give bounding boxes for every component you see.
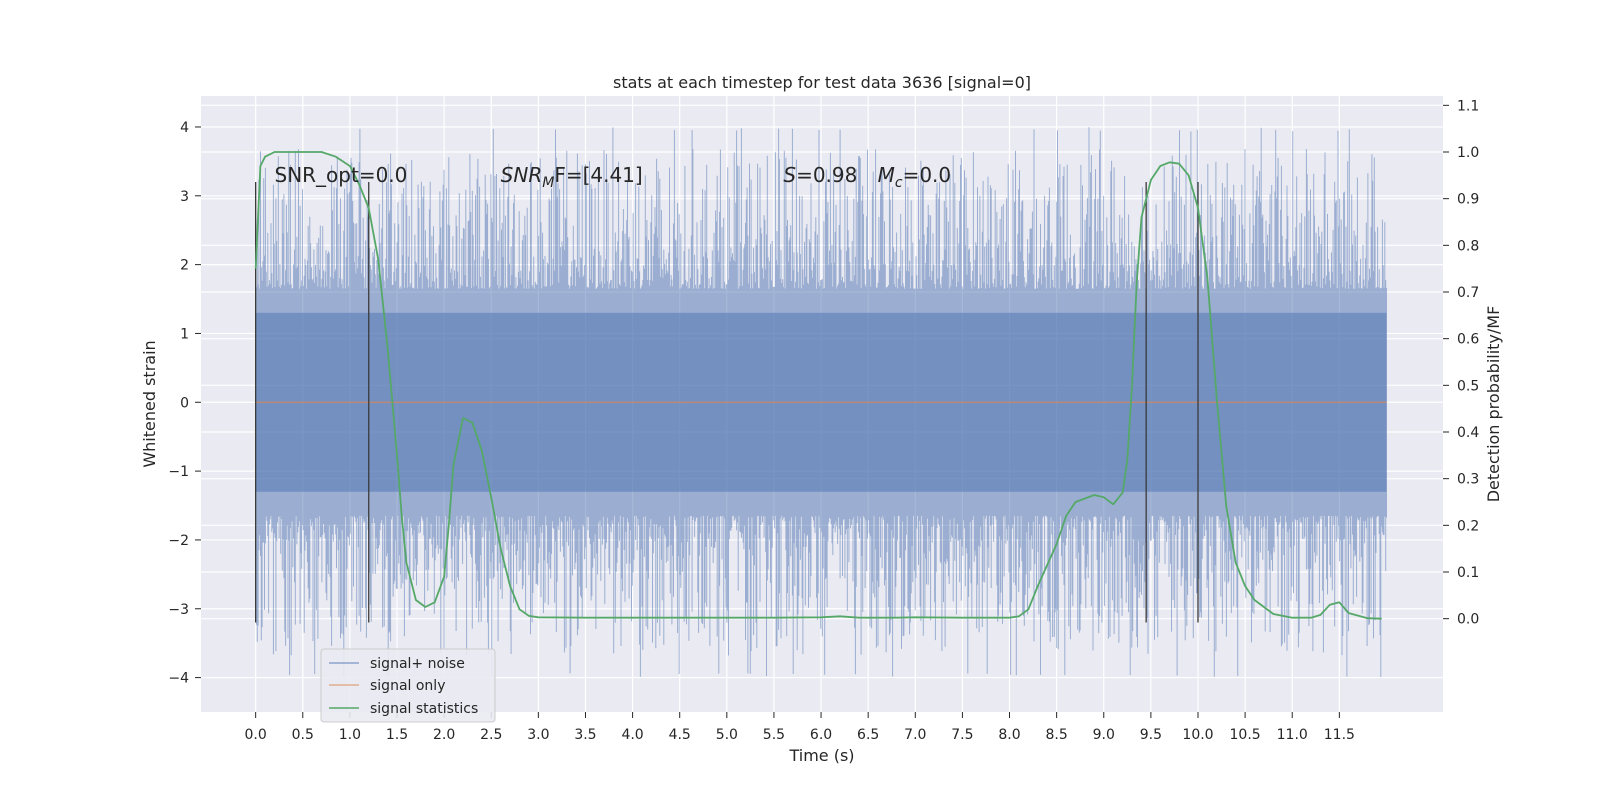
chart-title: stats at each timestep for test data 363… [613,73,1031,92]
y2-tick-label: 0.8 [1457,238,1479,254]
y2-tick-label: 0.5 [1457,378,1479,394]
y-tick-label: 1 [180,326,189,342]
x-tick-label: 8.0 [998,727,1020,743]
y-axis-right: 0.0 0.1 0.2 0.3 0.4 0.5 0.6 0.7 0.8 0.9 1.0 1.1 [1443,98,1479,628]
signal-statistics-line [254,151,1382,620]
annotation-label: Mc=0.0 [878,163,952,191]
y-axis-label: Whitened strain [140,340,159,467]
x-tick-label: 0.0 [245,727,267,743]
x-axis-label: Time (s) [788,746,854,765]
y2-tick-label: 0.3 [1457,472,1479,488]
x-tick-label: 7.5 [951,727,973,743]
y2-tick-label: 0.7 [1457,285,1479,301]
x-tick-label: 11.5 [1324,727,1355,743]
x-tick-label: 3.5 [574,727,596,743]
annotations: SNR_opt=0.0 SNRMF=[4.41] S=0.98 Mc=0.0 [275,163,952,191]
x-tick-label: 8.5 [1046,727,1068,743]
y2-tick-label: 0.9 [1457,192,1479,208]
annotation-label: S=0.98 [783,163,857,187]
annotation-label: SNR_opt=0.0 [275,163,408,187]
y-tick-label: 2 [180,258,189,274]
legend-label-signal-statistics: signal statistics [370,701,478,717]
x-tick-label: 7.0 [904,727,926,743]
y2-tick-label: 1.1 [1457,98,1479,114]
legend-label-signal-only: signal only [370,678,445,694]
x-tick-label: 2.5 [480,727,502,743]
y2-tick-label: 0.0 [1457,612,1479,628]
legend: signal+ noise signal only signal statist… [320,648,496,723]
x-tick-label: 9.5 [1140,727,1162,743]
y-tick-label: −4 [168,671,189,687]
x-tick-label: 1.5 [386,727,408,743]
y2-tick-label: 0.6 [1457,332,1479,348]
x-tick-label: 10.0 [1182,727,1213,743]
x-tick-label: 10.5 [1230,727,1261,743]
vertical-markers [255,182,1199,623]
y-tick-label: −2 [168,533,189,549]
x-tick-label: 11.0 [1277,727,1308,743]
x-tick-label: 5.5 [763,727,785,743]
legend-label-signal-noise: signal+ noise [370,656,465,672]
y-tick-label: −1 [168,464,189,480]
x-tick-label: 0.5 [292,727,314,743]
x-tick-label: 6.0 [810,727,832,743]
x-axis: 0.0 0.5 1.0 1.5 2.0 2.5 3.0 3.5 4.0 4.5 5.0 5.5 6.0 6… [245,712,1355,743]
legend-box [320,648,496,723]
annotation-label: SNRMF=[4.41] [501,163,643,191]
y-tick-label: 3 [180,189,189,205]
y-tick-label: −3 [168,602,189,618]
signal-statistics-series [254,151,1382,620]
y-tick-label: 0 [180,395,189,411]
y2-tick-label: 0.2 [1457,518,1479,534]
y2-tick-label: 0.1 [1457,565,1479,581]
y2-axis-label: Detection probability/MF [1484,306,1503,503]
x-tick-label: 3.0 [527,727,549,743]
y-axis-left: −4 −3 −2 −1 0 1 2 3 4 [168,120,201,687]
x-tick-label: 4.0 [621,727,643,743]
x-tick-label: 2.0 [433,727,455,743]
y2-tick-label: 1.0 [1457,145,1479,161]
x-tick-label: 1.0 [339,727,361,743]
x-tick-label: 9.0 [1093,727,1115,743]
x-tick-label: 6.5 [857,727,879,743]
y-tick-label: 4 [180,120,189,136]
x-tick-label: 5.0 [716,727,738,743]
y2-tick-label: 0.4 [1457,425,1479,441]
x-tick-label: 4.5 [669,727,691,743]
